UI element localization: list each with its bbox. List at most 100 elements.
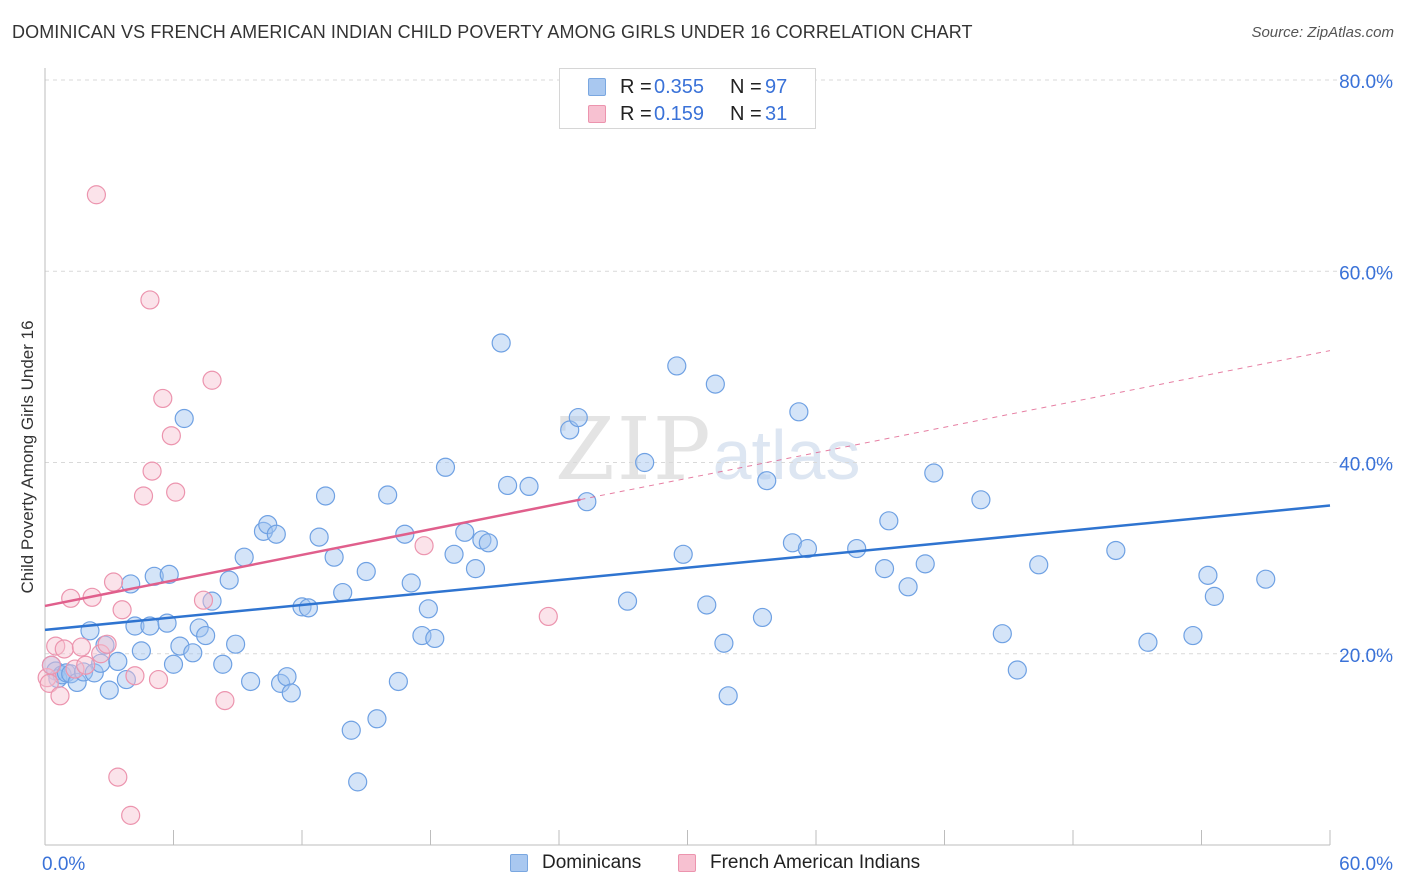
n-value: 97 (765, 76, 788, 98)
dominicans-point (266, 524, 286, 544)
dominicans-point (277, 667, 297, 687)
dominicans-point (847, 538, 867, 559)
dominicans-point (498, 475, 518, 496)
french-american-indians-point (161, 426, 181, 446)
dominicans-point (992, 624, 1012, 644)
dominicans-point (378, 485, 398, 505)
french-american-indians-point (148, 669, 169, 690)
n-value: 31 (765, 103, 788, 125)
french-american-indians-trend-line (44, 498, 581, 608)
r-label: R = (620, 103, 652, 125)
r-value: 0.159 (654, 103, 705, 125)
dominicans-point (667, 356, 687, 376)
dominicans-legend-swatch (510, 854, 528, 872)
dominicans-point (1106, 540, 1126, 561)
x-tick-label: 60.0% (1339, 854, 1393, 875)
legend-label: Dominicans (542, 852, 642, 873)
french-american-indians-point (142, 461, 162, 481)
chart-title: DOMINICAN VS FRENCH AMERICAN INDIAN CHIL… (12, 22, 973, 42)
dominicans-point (924, 463, 944, 483)
dominicans-point (1138, 632, 1158, 652)
french-american-indians-point (538, 606, 558, 627)
french-american-indians-point (414, 536, 434, 556)
dominicans-point (219, 570, 239, 590)
y-tick-label: 60.0% (1339, 263, 1393, 284)
dominicans-point (673, 544, 693, 564)
dominicans-point (898, 577, 918, 597)
r-label: R = (620, 76, 652, 98)
dominicans-point (577, 492, 597, 512)
french-american-indians-point (103, 572, 124, 592)
french-american-indians-point (202, 370, 222, 390)
french-american-indians-point (193, 590, 214, 610)
dominicans-point (367, 709, 387, 729)
french-american-indians-point (97, 634, 117, 654)
source-credit: Source: ZipAtlas.com (1251, 24, 1394, 41)
dominicans-point (435, 457, 456, 477)
dominicans-point (1198, 565, 1218, 585)
dominicans-point (131, 641, 151, 661)
dominicans-point (388, 671, 408, 692)
french-american-indians-point (121, 805, 141, 825)
dominicans-point (478, 533, 498, 553)
r-value: 0.355 (654, 76, 705, 98)
dominicans-point (226, 634, 246, 654)
watermark: ZIPatlas (555, 400, 860, 500)
dominicans-point (425, 628, 445, 649)
french-american-indians-point (108, 767, 128, 787)
french-american-indians-point (50, 686, 70, 706)
dominicans-point (789, 402, 809, 422)
dominicans-point (401, 573, 421, 593)
dominicans-point (879, 511, 899, 531)
dominicans-point (568, 407, 588, 428)
dominicans-point (635, 452, 655, 473)
stats-legend-row-dominicans: R = 0.355 N = 97 (560, 74, 815, 100)
dominicans-point (241, 671, 261, 692)
french-american-indians-point (54, 639, 74, 659)
dominicans-point (757, 471, 777, 491)
dominicans-point (418, 599, 438, 619)
dominicans-point (465, 559, 486, 579)
dominicans-point (1256, 569, 1276, 589)
dominicans-point (341, 720, 361, 740)
dominicans-point (108, 651, 128, 672)
dominicans-point (491, 333, 511, 353)
french-american-indians-point (76, 655, 96, 675)
dominicans-point (99, 680, 119, 700)
french-american-indians-point (61, 588, 81, 608)
dominicans-point (196, 625, 216, 646)
dominicans-point (1029, 555, 1049, 575)
french-american-indians-point (166, 482, 186, 502)
dominicans-point (455, 522, 475, 542)
dominicans-point (281, 683, 301, 703)
dominicans-point (874, 559, 895, 579)
french-american-indians-point (71, 637, 92, 657)
french-american-indians-legend-swatch (678, 854, 696, 872)
dominicans-point (971, 490, 991, 510)
dominicans-point (348, 772, 368, 792)
dominicans-point (714, 633, 734, 653)
dominicans-point (213, 654, 233, 674)
dominicans-point (1183, 625, 1203, 646)
n-label: N = (730, 103, 762, 125)
watermark-sub: atlas (712, 416, 861, 494)
dominicans-point (718, 686, 738, 706)
dominicans-point (752, 607, 773, 628)
y-tick-label: 40.0% (1339, 455, 1393, 476)
dominicans-point (697, 595, 717, 615)
dominicans-point (174, 408, 194, 429)
dominicans-point (309, 527, 329, 547)
dominicans-point (356, 561, 376, 582)
dominicans-point (705, 374, 725, 394)
dominicans-point (797, 538, 818, 559)
dominicans-point (782, 533, 803, 553)
french-american-indians-swatch (588, 105, 606, 123)
french-american-indians-point (153, 388, 173, 409)
french-american-indians-point (133, 486, 154, 506)
dominicans-point (163, 654, 184, 674)
french-american-indians-point (215, 691, 235, 711)
dominicans-point (1007, 660, 1027, 680)
french-american-indians-point (112, 600, 132, 620)
french-american-indians-point (86, 185, 107, 205)
